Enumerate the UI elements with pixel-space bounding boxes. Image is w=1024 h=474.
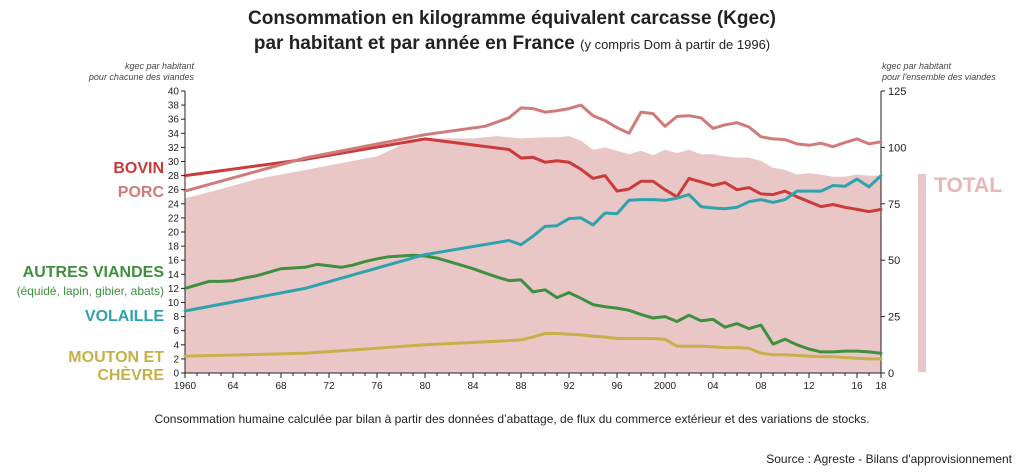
series-label-bovin: BOVIN [113, 160, 164, 177]
area-total [185, 136, 881, 373]
chart-caption: Consommation humaine calculée par bilan … [154, 412, 870, 426]
y-left-tick-label: 34 [168, 129, 180, 140]
series-line-autres-viandes [183, 253, 883, 355]
series-label-porc: PORC [117, 184, 164, 201]
y-right-tick-label: 125 [888, 86, 906, 98]
series-label-total: TOTAL [934, 174, 1003, 197]
x-tick-label: 08 [755, 381, 767, 392]
y-left-tick-label: 10 [168, 298, 180, 309]
y-left-tick-label: 0 [173, 369, 179, 380]
y-left-tick-label: 38 [168, 101, 180, 112]
y-left-tick-label: 16 [168, 256, 180, 267]
y-left-tick-label: 32 [168, 143, 180, 154]
left-axis-unit: kgec par habitant pour chacune des viande… [78, 61, 194, 83]
y-right-tick-label: 0 [888, 368, 894, 380]
series-line-porc [183, 103, 883, 193]
left-axis-unit-line2: pour chacune des viandes [88, 72, 194, 82]
x-tick-label: 2000 [654, 381, 677, 392]
x-tick-label: 72 [323, 381, 335, 392]
y-left-tick-label: 14 [168, 270, 180, 281]
y-left-tick-label: 12 [168, 284, 180, 295]
series-label-autres-viandes: AUTRES VIANDES [22, 264, 164, 281]
x-tick-label: 76 [371, 381, 383, 392]
chart-source: Source : Agreste - Bilans d'approvisionn… [766, 452, 1012, 466]
y-left-tick-label: 6 [173, 326, 179, 337]
y-right-tick-label: 75 [888, 199, 900, 211]
x-tick-label: 68 [275, 381, 287, 392]
series-label-volaille: VOLAILLE [84, 308, 164, 325]
y-left-tick-label: 28 [168, 171, 180, 182]
chart-title-note: (y compris Dom à partir de 1996) [580, 37, 771, 52]
x-tick-label: 1960 [174, 381, 197, 392]
y-left-tick-label: 36 [168, 115, 180, 126]
y-left-tick-label: 26 [168, 185, 180, 196]
y-left-tick-label: 18 [168, 242, 180, 253]
y-left-tick-label: 24 [168, 199, 180, 210]
y-left-tick-label: 30 [168, 157, 180, 168]
x-tick-label: 96 [611, 381, 623, 392]
y-right-tick-label: 50 [888, 255, 900, 267]
y-left-tick-label: 8 [173, 312, 179, 323]
x-tick-label: 18 [875, 381, 887, 392]
x-tick-label: 80 [419, 381, 431, 392]
series-line-mouton-et-chevre [183, 332, 883, 361]
chart-title-main: par habitant et par année en France [253, 33, 575, 54]
right-axis-unit: kgec par habitant pour l'ensemble des via… [882, 61, 1022, 83]
y-left-tick-label: 2 [173, 354, 179, 365]
y-left-tick-label: 22 [168, 213, 180, 224]
chart-title-line-2: par habitant et par année en France (y c… [0, 33, 1024, 55]
chart-title: Consommation en kilogramme équivalent ca… [248, 8, 776, 29]
x-tick-label: 92 [563, 381, 575, 392]
x-tick-label: 04 [707, 381, 719, 392]
x-tick-label: 12 [803, 381, 815, 392]
series-label-autres-viandes-detail: (équidé, lapin, gibier, abats) [16, 284, 164, 298]
right-axis-unit-line1: kgec par habitant [882, 61, 952, 71]
x-tick-label: 16 [851, 381, 863, 392]
y-right-tick-label: 25 [888, 312, 900, 324]
y-right-tick-label: 100 [888, 142, 906, 154]
x-tick-label: 88 [515, 381, 527, 392]
total-legend-bar [918, 174, 926, 372]
y-left-tick-label: 20 [168, 228, 180, 239]
left-axis-unit-line1: kgec par habitant [124, 61, 194, 71]
x-tick-label: 84 [467, 381, 479, 392]
y-left-tick-label: 40 [168, 87, 180, 98]
series-label-mouton-chevre: MOUTON ET CHÈVRE [68, 349, 164, 384]
y-left-tick-label: 4 [173, 340, 179, 351]
x-tick-label: 64 [227, 381, 239, 392]
series-line-volaille [183, 174, 883, 313]
right-axis-unit-line2: pour l'ensemble des viandes [882, 72, 996, 82]
